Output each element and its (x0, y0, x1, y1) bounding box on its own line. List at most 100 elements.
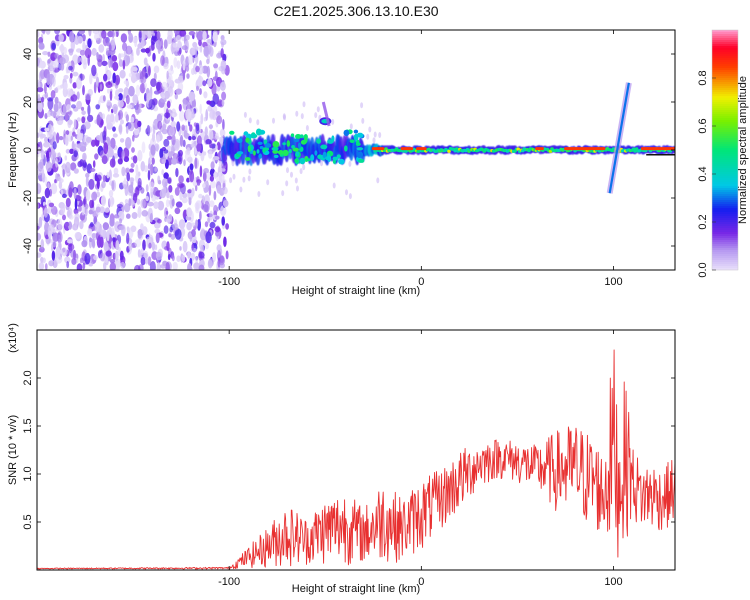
y-tick-label: -40 (22, 238, 34, 254)
noise-speck (172, 261, 178, 270)
colorbar-band (712, 76, 738, 79)
noise-speck (66, 261, 70, 269)
noise-speck (283, 114, 286, 121)
noise-speck (69, 148, 74, 154)
noise-speck (79, 220, 84, 230)
noise-speck (61, 193, 67, 198)
y-tick-label: 2.0 (22, 370, 34, 385)
colorbar-band (712, 224, 738, 227)
noise-speck (50, 111, 57, 117)
colorbar-band (712, 232, 738, 235)
colorbar-band (712, 150, 738, 153)
noise-speck (148, 65, 151, 76)
noise-speck (134, 37, 138, 48)
noise-speck (145, 195, 149, 202)
noise-speck (168, 233, 172, 238)
colorbar-band (712, 158, 738, 161)
colorbar-band (712, 164, 738, 167)
noise-speck (176, 60, 181, 70)
colorbar-band (712, 80, 738, 83)
noise-speck (243, 111, 247, 118)
noise-speck (99, 252, 105, 262)
colorbar-band (712, 154, 738, 157)
colorbar-band (712, 72, 738, 75)
noise-speck (70, 162, 77, 171)
colorbar-band (712, 184, 738, 187)
noise-speck (372, 137, 376, 144)
noise-speck (213, 63, 219, 69)
noise-speck (163, 138, 170, 147)
noise-speck (57, 218, 63, 231)
colorbar-band (712, 248, 738, 251)
noise-speck (64, 222, 70, 227)
noise-speck (76, 91, 80, 100)
spectrogram-image (37, 30, 675, 270)
noise-speck (91, 64, 97, 77)
noise-speck (174, 93, 178, 100)
noise-speck (213, 190, 217, 201)
noise-speck (176, 182, 184, 189)
noise-speck (155, 81, 161, 91)
noise-speck (133, 118, 139, 129)
noise-speck (299, 168, 303, 175)
chart-title: C2E1.2025.306.13.10.E30 (273, 3, 438, 19)
burst-cell (291, 145, 295, 149)
colorbar-band (712, 66, 738, 69)
noise-speck (163, 39, 168, 49)
noise-speck (215, 215, 220, 220)
colorbar-band (712, 188, 738, 191)
noise-speck (214, 226, 221, 233)
colorbar-band (712, 34, 738, 37)
noise-speck (361, 117, 365, 124)
colorbar-band (712, 46, 738, 49)
noise-speck (88, 178, 95, 190)
noise-speck (111, 55, 118, 62)
noise-speck (199, 210, 202, 221)
noise-speck (300, 113, 304, 120)
burst-cell (357, 158, 365, 163)
noise-speck (171, 157, 178, 165)
noise-speck (103, 73, 108, 82)
noise-speck (91, 139, 96, 147)
noise-speck (126, 232, 130, 244)
noise-speck (96, 114, 101, 126)
colorbar-tick-label: 0.2 (697, 214, 709, 229)
noise-speck (91, 191, 98, 201)
noise-speck (102, 113, 105, 120)
noise-speck (163, 225, 169, 234)
noise-speck (89, 73, 93, 85)
noise-speck (101, 155, 108, 165)
colorbar-band (712, 118, 738, 121)
noise-speck (196, 135, 202, 147)
noise-speck (218, 66, 225, 72)
noise-speck (232, 173, 236, 180)
colorbar-band (712, 144, 738, 147)
noise-speck (125, 45, 133, 55)
noise-speck (132, 155, 138, 164)
noise-speck (112, 173, 120, 178)
noise-speck (65, 197, 71, 208)
noise-speck (151, 35, 157, 41)
burst-cell (257, 141, 263, 145)
burst-cell (236, 138, 243, 144)
snr-multiplier-label: (x10⁴) (7, 323, 19, 353)
noise-speck (82, 159, 87, 172)
noise-speck (51, 250, 56, 261)
noise-speck (272, 117, 275, 124)
noise-speck (175, 201, 183, 208)
noise-speck (204, 221, 209, 228)
noise-speck (93, 255, 98, 261)
colorbar-band (712, 64, 738, 67)
noise-speck (112, 126, 116, 132)
noise-speck (66, 239, 73, 244)
noise-speck (78, 205, 82, 212)
noise-speck (152, 52, 156, 62)
noise-speck (194, 46, 199, 51)
burst-cell (297, 142, 302, 149)
noise-speck (160, 97, 167, 103)
noise-speck (113, 106, 118, 115)
noise-speck (109, 217, 115, 227)
noise-speck (42, 51, 49, 56)
noise-speck (74, 35, 80, 45)
noise-speck (207, 38, 212, 49)
